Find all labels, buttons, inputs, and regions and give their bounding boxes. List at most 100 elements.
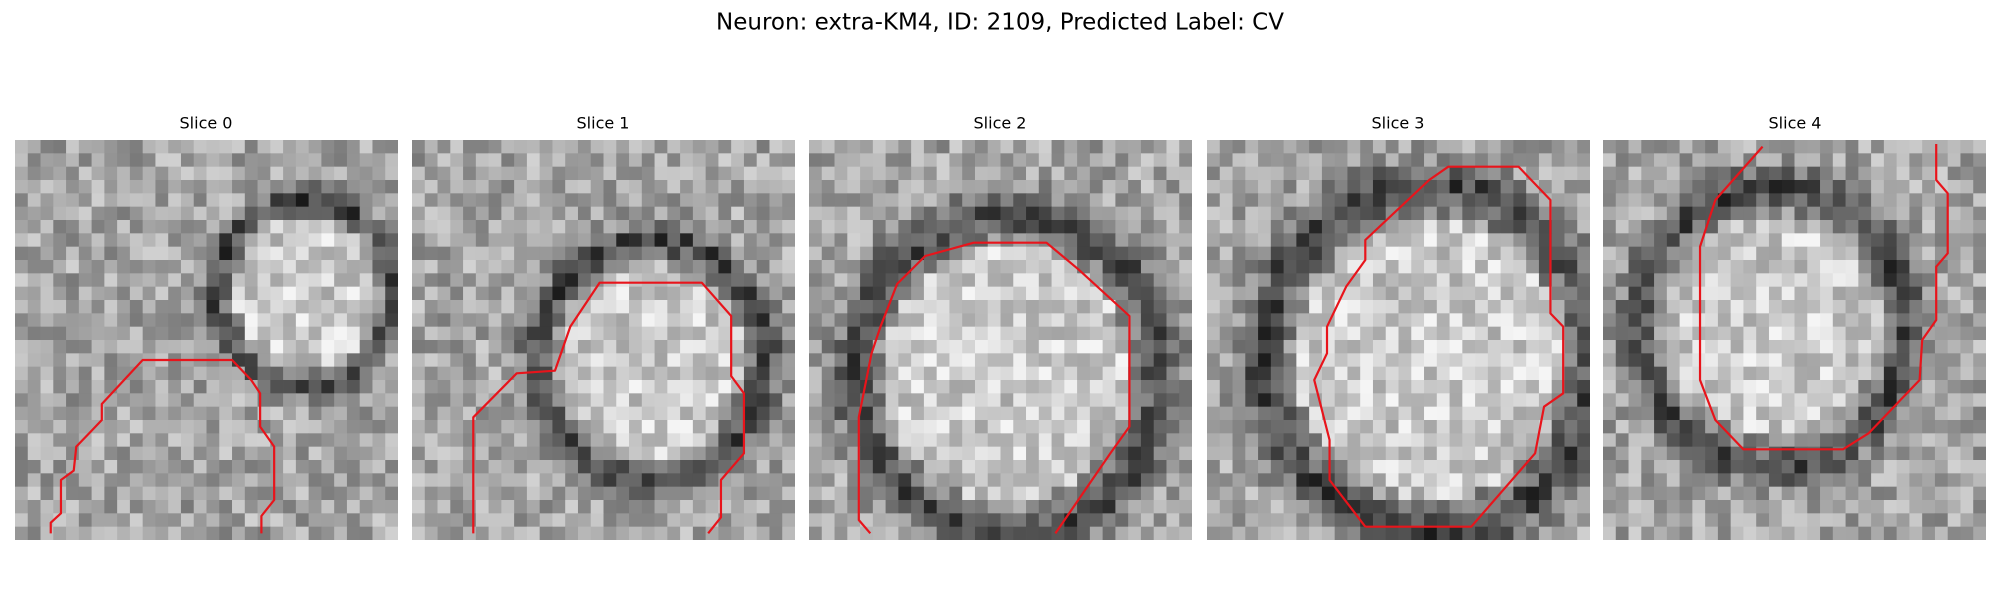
pixel bbox=[1321, 393, 1336, 408]
pixel bbox=[1270, 420, 1284, 434]
pixel bbox=[1360, 220, 1374, 234]
pixel bbox=[346, 326, 361, 341]
pixel bbox=[1654, 220, 1668, 234]
pixel bbox=[1577, 420, 1590, 434]
pixel bbox=[590, 366, 604, 381]
pixel bbox=[743, 220, 758, 234]
pixel bbox=[1064, 393, 1078, 408]
pixel bbox=[1462, 446, 1476, 461]
pixel bbox=[1756, 246, 1770, 261]
pixel bbox=[1603, 340, 1617, 354]
pixel bbox=[577, 246, 592, 261]
pixel bbox=[1654, 473, 1668, 488]
pixel bbox=[66, 273, 80, 288]
pixel bbox=[1038, 273, 1052, 288]
pixel bbox=[437, 486, 451, 501]
pixel bbox=[1922, 140, 1936, 154]
pixel bbox=[769, 340, 783, 354]
pixel bbox=[1551, 366, 1565, 381]
pixel bbox=[514, 433, 528, 448]
pixel bbox=[782, 446, 795, 461]
pixel bbox=[1832, 220, 1846, 234]
pixel bbox=[129, 513, 144, 528]
pixel bbox=[1179, 260, 1192, 274]
pixel bbox=[1000, 220, 1014, 234]
pixel bbox=[1000, 193, 1014, 208]
pixel bbox=[244, 246, 258, 261]
pixel bbox=[1896, 193, 1910, 208]
pixel bbox=[1321, 166, 1336, 181]
pixel bbox=[1424, 246, 1438, 261]
pixel bbox=[1615, 526, 1629, 540]
pixel bbox=[1603, 273, 1617, 288]
pixel bbox=[911, 473, 925, 488]
pixel bbox=[1051, 233, 1065, 248]
pixel bbox=[1871, 313, 1885, 328]
pixel bbox=[206, 380, 220, 394]
pixel bbox=[1475, 246, 1489, 261]
pixel bbox=[244, 500, 258, 514]
pixel bbox=[1756, 366, 1770, 381]
pixel bbox=[1973, 460, 1986, 474]
pixel bbox=[1385, 286, 1399, 301]
pixel bbox=[718, 166, 732, 181]
pixel bbox=[1973, 246, 1986, 261]
pixel bbox=[885, 260, 899, 274]
pixel bbox=[1026, 393, 1040, 408]
pixel bbox=[232, 433, 246, 448]
pixel bbox=[78, 300, 92, 314]
pixel bbox=[1283, 166, 1297, 181]
pixel bbox=[1500, 193, 1514, 208]
pixel bbox=[1973, 353, 1986, 368]
pixel bbox=[219, 406, 233, 421]
pixel bbox=[308, 153, 322, 168]
pixel bbox=[629, 393, 643, 408]
pixel bbox=[1102, 433, 1116, 448]
pixel bbox=[1115, 286, 1129, 301]
pixel bbox=[219, 286, 233, 301]
pixel bbox=[1064, 340, 1078, 354]
pixel bbox=[1526, 460, 1540, 474]
pixel bbox=[1730, 153, 1744, 168]
pixel bbox=[295, 220, 310, 234]
pixel bbox=[949, 286, 963, 301]
pixel bbox=[488, 433, 502, 448]
pixel bbox=[1115, 500, 1129, 514]
pixel bbox=[295, 380, 310, 394]
pixel bbox=[705, 180, 719, 194]
pixel bbox=[206, 193, 220, 208]
pixel bbox=[821, 473, 835, 488]
pixel bbox=[1883, 380, 1898, 394]
pixel bbox=[539, 353, 553, 368]
pixel bbox=[1666, 180, 1680, 194]
pixel bbox=[949, 180, 963, 194]
pixel bbox=[577, 420, 592, 434]
pixel bbox=[437, 340, 451, 354]
pixel bbox=[769, 246, 783, 261]
pixel bbox=[1858, 166, 1872, 181]
pixel bbox=[308, 326, 322, 341]
pixel bbox=[66, 420, 80, 434]
pixel bbox=[412, 166, 426, 181]
pixel bbox=[1679, 180, 1693, 194]
pixel bbox=[834, 420, 848, 434]
pixel bbox=[232, 500, 246, 514]
pixel bbox=[1219, 140, 1233, 154]
pixel bbox=[346, 260, 361, 274]
pixel bbox=[898, 420, 912, 434]
pixel bbox=[1153, 206, 1167, 221]
pixel bbox=[526, 166, 541, 181]
pixel bbox=[1077, 153, 1091, 168]
pixel bbox=[1628, 140, 1642, 154]
pixel bbox=[1807, 433, 1821, 448]
pixel bbox=[450, 153, 464, 168]
pixel bbox=[27, 446, 41, 461]
pixel bbox=[117, 166, 131, 181]
pixel bbox=[1283, 246, 1297, 261]
pixel bbox=[1666, 420, 1680, 434]
pixel bbox=[206, 420, 220, 434]
pixel bbox=[821, 260, 835, 274]
pixel bbox=[1807, 513, 1821, 528]
pixel bbox=[1475, 433, 1489, 448]
pixel bbox=[1207, 446, 1221, 461]
